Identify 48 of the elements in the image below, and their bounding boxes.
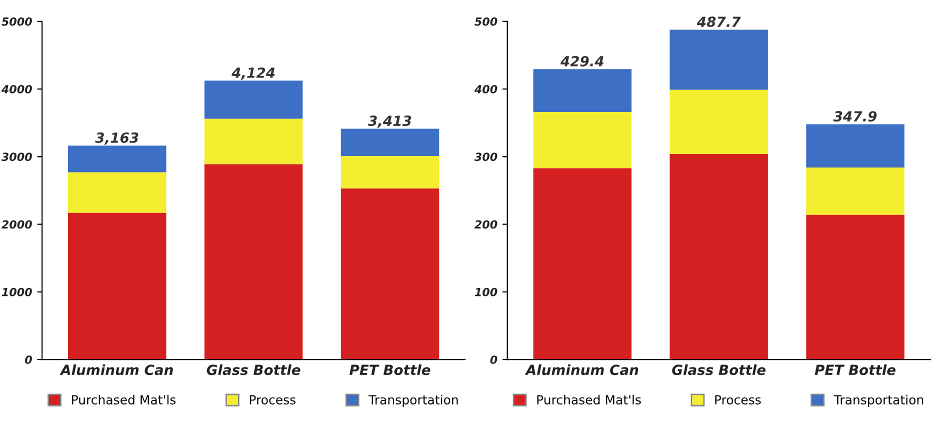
y-tick-label: 400 [474, 85, 498, 94]
x-tick-label: Glass Bottle [206, 364, 300, 376]
bar [340, 188, 440, 360]
y-tick-label: 300 [474, 152, 498, 162]
bar [533, 112, 632, 168]
total-label: 3,163 [95, 132, 138, 145]
bar [68, 212, 166, 360]
y-tick-label: 100 [474, 288, 498, 296]
bar [806, 214, 904, 360]
y-tick-label: 4000 [1, 85, 32, 94]
bar [533, 168, 632, 360]
bar [204, 118, 303, 164]
y-tick-label: 0 [25, 355, 32, 364]
bar [204, 164, 303, 360]
bar [533, 69, 632, 112]
bar [204, 80, 303, 119]
y-tick-label: 200 [474, 220, 498, 229]
x-tick-label: PET Bottle [814, 364, 896, 376]
bar [340, 156, 440, 188]
bar [806, 124, 904, 168]
total-label: 347.9 [833, 111, 877, 122]
total-label: 3,413 [368, 116, 412, 128]
legend-label: Purchased Mat'ls [72, 394, 176, 404]
legend-label: Transportation [368, 394, 458, 407]
bar [670, 90, 768, 154]
y-tick-label: 3000 [1, 152, 32, 162]
bar [68, 146, 166, 172]
bar [68, 172, 166, 213]
y-tick-label: 2000 [2, 220, 32, 229]
x-tick-label: PET Bottle [350, 364, 430, 376]
x-tick-label: Aluminum Can [524, 364, 638, 376]
total-label: 4,124 [232, 67, 275, 80]
y-tick-label: 5000 [2, 17, 32, 26]
y-tick-label: 500 [474, 17, 498, 26]
x-tick-label: Glass Bottle [672, 364, 766, 376]
legend-label: Process [250, 395, 296, 404]
legend-label: Transportation [834, 394, 924, 407]
bar [806, 167, 904, 215]
bar [670, 30, 768, 90]
y-tick-label: 0 [490, 355, 498, 364]
text: Purchased Mat'ls [537, 394, 641, 404]
total-label: 429.4 [560, 56, 604, 66]
total-label: 487.7 [696, 16, 741, 28]
x-tick-label: Aluminum Can [60, 364, 173, 376]
legend-label: Process [715, 395, 761, 404]
bar [670, 154, 768, 360]
y-tick-label: 1000 [2, 288, 32, 296]
bar [340, 128, 440, 156]
